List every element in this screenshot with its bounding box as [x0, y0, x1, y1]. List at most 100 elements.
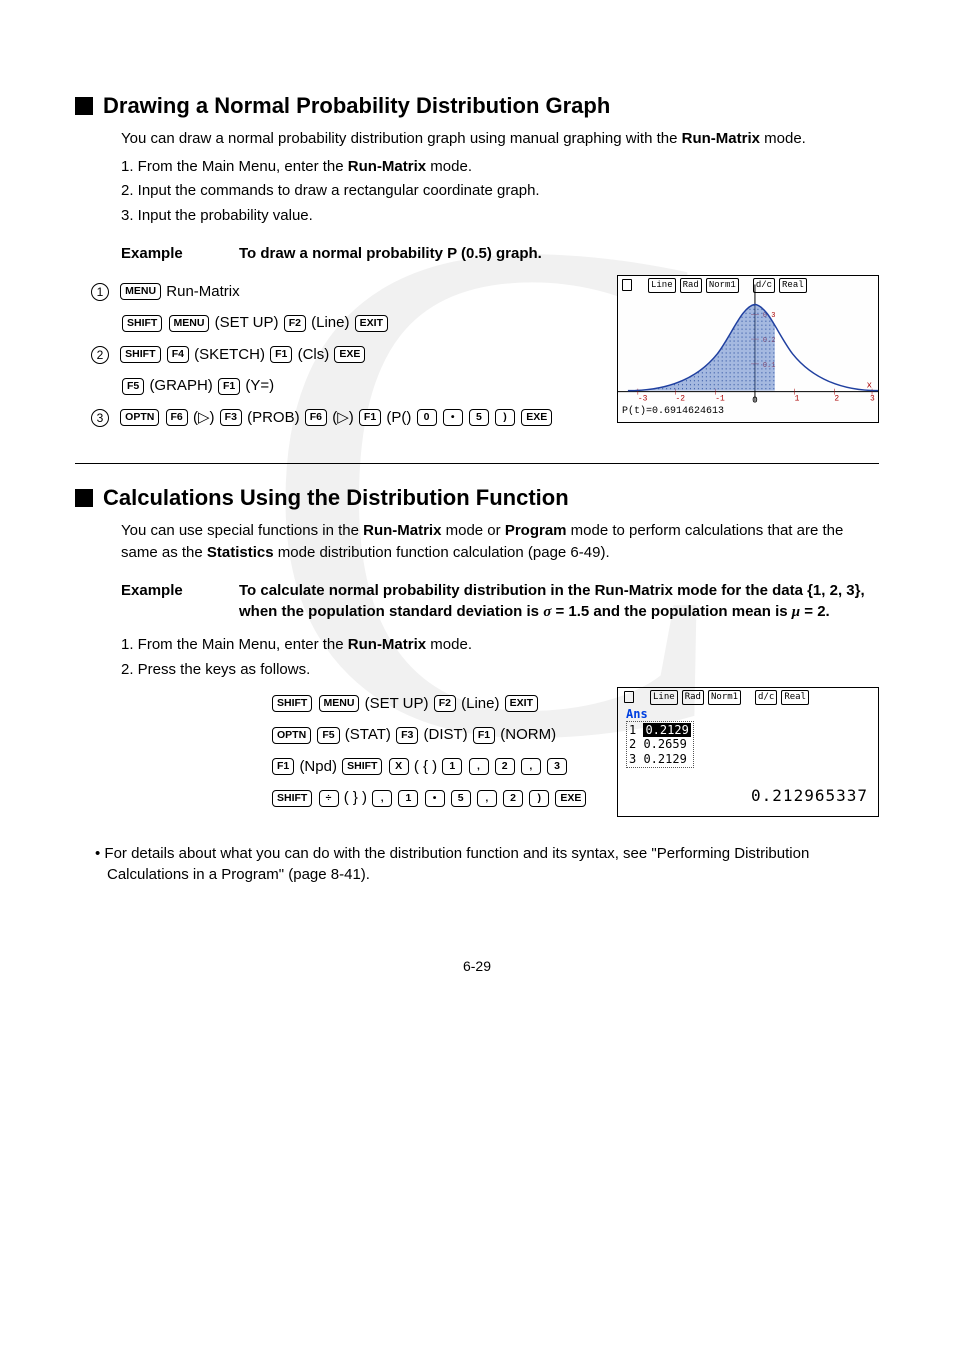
- key-div: ÷: [319, 790, 339, 807]
- battery-icon: [624, 691, 634, 703]
- s2-intro-f: Statistics: [207, 544, 274, 561]
- proc-line1-label: Run-Matrix: [166, 283, 239, 300]
- key-2: 2: [495, 758, 515, 775]
- key-5: 5: [451, 790, 471, 807]
- svg-text:2: 2: [834, 394, 839, 403]
- s1-step1-text: 1. From the Main Menu, enter the: [121, 158, 348, 175]
- svg-text:-3: -3: [638, 394, 648, 403]
- key-optn: OPTN: [272, 727, 311, 744]
- key-shift: SHIFT: [272, 790, 312, 807]
- key-f4: F4: [167, 346, 189, 363]
- ks-l1a: (SET UP): [365, 695, 429, 712]
- key-f5: F5: [122, 378, 144, 395]
- divider: [75, 463, 879, 464]
- badge-dc: d/c: [755, 690, 777, 705]
- key-exe: EXE: [555, 790, 586, 807]
- s2-step1-text: 1. From the Main Menu, enter the: [121, 636, 348, 653]
- ks-l2b: (DIST): [424, 726, 468, 743]
- s2-step1-bold: Run-Matrix: [348, 636, 426, 653]
- proc-l3a: (SKETCH): [194, 346, 265, 363]
- s1-step2: 2. Input the commands to draw a rectangu…: [121, 180, 879, 202]
- circ-3: 3: [91, 409, 109, 427]
- key-f2: F2: [284, 315, 306, 332]
- key-f6: F6: [166, 409, 188, 426]
- intro-text-1: You can draw a normal probability distri…: [121, 130, 682, 147]
- key-comma: ,: [521, 758, 541, 775]
- badge-line: Line: [650, 690, 678, 705]
- svg-text:-2: -2: [676, 394, 686, 403]
- key-f5: F5: [317, 727, 339, 744]
- key-exe: EXE: [334, 346, 365, 363]
- s2-intro-a: You can use special functions in the: [121, 522, 363, 539]
- key-comma: ,: [469, 758, 489, 775]
- key-exit: EXIT: [355, 315, 388, 332]
- badge-real: Real: [781, 690, 809, 705]
- proc-l5d: (P(): [386, 409, 411, 426]
- s2-step1: 1. From the Main Menu, enter the Run-Mat…: [121, 634, 879, 656]
- key-rp: ): [529, 790, 549, 807]
- ks-l4a: ( } ): [344, 789, 367, 806]
- key-shift: SHIFT: [122, 315, 162, 332]
- ans-screenshot: Line Rad Norm1 d/c Real Ans 1 0.2129 2 0…: [617, 687, 879, 817]
- proc-l5c: (▷): [332, 409, 354, 426]
- section1-intro: You can draw a normal probability distri…: [121, 128, 879, 150]
- proc-l4b: (Y=): [245, 377, 274, 394]
- bell-curve-svg: O x -3-2-1 123: [618, 276, 878, 422]
- circ-1: 1: [91, 283, 109, 301]
- key-3: 3: [547, 758, 567, 775]
- key-comma: ,: [372, 790, 392, 807]
- key-f1: F1: [473, 727, 495, 744]
- key-exe: EXE: [521, 409, 552, 426]
- proc-l5a: (▷): [193, 409, 215, 426]
- intro-bold: Run-Matrix: [682, 130, 760, 147]
- section2-intro: You can use special functions in the Run…: [121, 520, 879, 564]
- ans-result: 0.212965337: [751, 784, 868, 807]
- ans-row-2: 2 0.2659: [629, 737, 691, 751]
- key-f2: F2: [434, 695, 456, 712]
- ans-val-3: 0.2129: [643, 752, 686, 766]
- ks-l3b: ( { ): [414, 758, 437, 775]
- badge-rad: Rad: [682, 690, 704, 705]
- circ-2: 2: [91, 346, 109, 364]
- key-menu: MENU: [120, 283, 161, 300]
- key-f1: F1: [218, 378, 240, 395]
- key-rp: ): [495, 409, 515, 426]
- key-f1: F1: [272, 758, 294, 775]
- example-text-1: To draw a normal probability P (0.5) gra…: [239, 243, 542, 265]
- ans-label: Ans: [626, 707, 870, 721]
- key-x: X: [389, 758, 409, 775]
- example-label-1: Example: [121, 243, 239, 265]
- ex-b: = 1.5 and the population mean is: [551, 603, 791, 620]
- section1-title: Drawing a Normal Probability Distributio…: [75, 90, 879, 122]
- key-1: 1: [398, 790, 418, 807]
- section2-title: Calculations Using the Distribution Func…: [75, 482, 879, 514]
- s2-intro-g: mode distribution function calculation (…: [274, 544, 610, 561]
- ks-l3a: (Npd): [299, 758, 337, 775]
- key-dot: •: [443, 409, 463, 426]
- key-f6: F6: [305, 409, 327, 426]
- s2-step2: 2. Press the keys as follows.: [121, 659, 879, 681]
- ex-c: = 2.: [800, 603, 830, 620]
- ans-val-2: 0.2659: [643, 737, 686, 751]
- svg-text:O: O: [752, 395, 757, 405]
- svg-text:1: 1: [795, 394, 800, 403]
- ans-row-1: 1 0.2129: [629, 723, 691, 737]
- intro-text-2: mode.: [760, 130, 806, 147]
- example-text-2: To calculate normal probability distribu…: [239, 580, 879, 625]
- ex-mu: μ: [792, 604, 800, 620]
- proc-l4a: (GRAPH): [149, 377, 212, 394]
- example-label-2: Example: [121, 580, 239, 625]
- badge-norm1: Norm1: [708, 690, 741, 705]
- key-comma: ,: [477, 790, 497, 807]
- page-number: 6-29: [75, 956, 879, 976]
- proc-l3b: (Cls): [298, 346, 330, 363]
- key-dot: •: [425, 790, 445, 807]
- ks-l2a: (STAT): [345, 726, 391, 743]
- svg-text:x: x: [867, 380, 872, 390]
- key-f3: F3: [220, 409, 242, 426]
- s1-step1-tail: mode.: [426, 158, 472, 175]
- proc-l5b: (PROB): [247, 409, 300, 426]
- key-shift: SHIFT: [272, 695, 312, 712]
- footnote: • For details about what you can do with…: [95, 843, 879, 887]
- key-optn: OPTN: [120, 409, 159, 426]
